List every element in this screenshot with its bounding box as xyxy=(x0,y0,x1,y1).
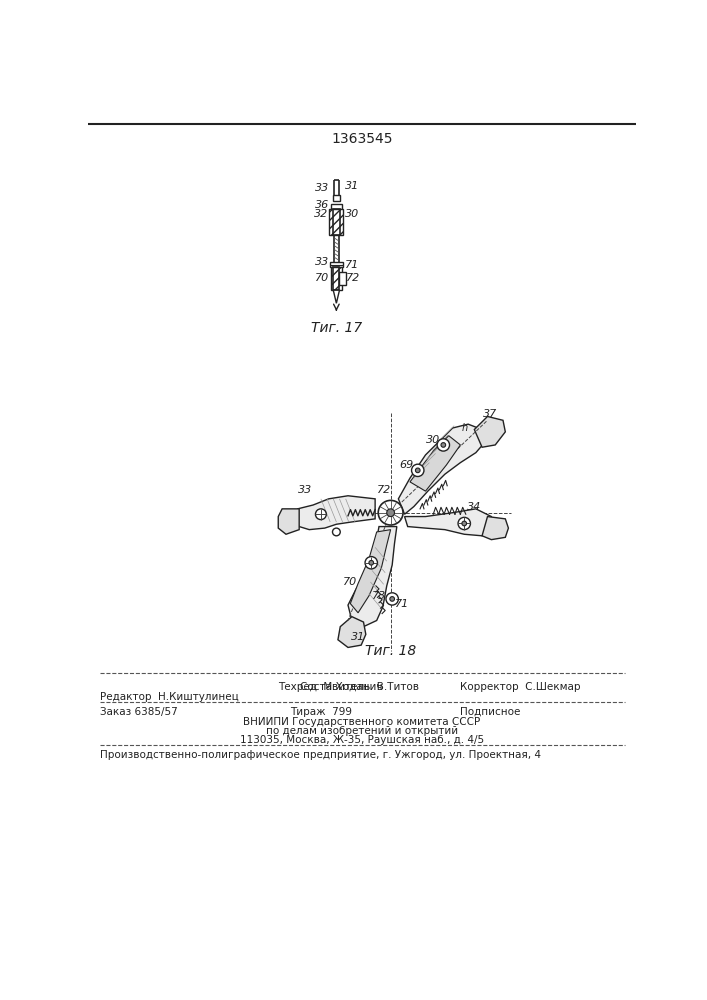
Polygon shape xyxy=(293,496,375,530)
Text: Тираж  799: Тираж 799 xyxy=(290,707,352,717)
Text: 33: 33 xyxy=(298,485,312,495)
Circle shape xyxy=(315,509,327,520)
Text: 31: 31 xyxy=(351,632,366,642)
Circle shape xyxy=(386,593,398,605)
Text: 36: 36 xyxy=(315,200,329,210)
Text: 33: 33 xyxy=(315,257,329,267)
Circle shape xyxy=(462,521,467,526)
Text: Подписное: Подписное xyxy=(460,707,521,717)
Circle shape xyxy=(378,500,403,525)
Bar xyxy=(332,209,340,235)
Circle shape xyxy=(416,468,420,473)
Text: 71: 71 xyxy=(345,260,359,270)
Text: 30: 30 xyxy=(345,209,359,219)
Circle shape xyxy=(411,464,424,477)
Text: 33: 33 xyxy=(315,183,329,193)
Bar xyxy=(333,267,339,290)
Text: ВНИИПИ Государственного комитета СССР: ВНИИПИ Государственного комитета СССР xyxy=(243,717,481,727)
Circle shape xyxy=(390,597,395,601)
Text: 1363545: 1363545 xyxy=(331,132,392,146)
Text: 30: 30 xyxy=(426,435,440,445)
Text: 32: 32 xyxy=(314,209,328,219)
Polygon shape xyxy=(410,436,460,491)
Bar xyxy=(331,204,341,209)
Polygon shape xyxy=(482,517,508,540)
Text: Τиг. 17: Τиг. 17 xyxy=(311,321,362,335)
Bar xyxy=(331,267,341,290)
Circle shape xyxy=(437,439,450,451)
Text: Заказ 6385/57: Заказ 6385/57 xyxy=(100,707,177,717)
Bar xyxy=(330,262,343,267)
Text: 73: 73 xyxy=(372,591,386,601)
Text: 37: 37 xyxy=(483,409,497,419)
Text: Τиг. 18: Τиг. 18 xyxy=(365,644,416,658)
Polygon shape xyxy=(404,509,491,536)
Text: 72: 72 xyxy=(346,273,361,283)
Polygon shape xyxy=(474,416,506,447)
Circle shape xyxy=(332,528,340,536)
Text: 72: 72 xyxy=(378,485,392,495)
Polygon shape xyxy=(338,617,366,647)
Polygon shape xyxy=(348,527,397,627)
Polygon shape xyxy=(351,530,391,613)
Text: 31: 31 xyxy=(345,181,359,191)
Polygon shape xyxy=(333,290,339,303)
Text: 34: 34 xyxy=(467,502,481,512)
Circle shape xyxy=(365,557,378,569)
Text: 70: 70 xyxy=(315,273,329,283)
Text: по делам изобретений и открытий: по делам изобретений и открытий xyxy=(266,726,458,736)
Text: Корректор  С.Шекмар: Корректор С.Шекмар xyxy=(460,682,581,692)
Text: Составитель  В.Титов: Составитель В.Титов xyxy=(300,682,419,692)
Bar xyxy=(329,209,344,235)
Text: Техред  М.Ходанич: Техред М.Ходанич xyxy=(279,682,382,692)
Circle shape xyxy=(369,560,373,565)
Text: 28: 28 xyxy=(388,511,401,521)
Circle shape xyxy=(387,509,395,517)
Polygon shape xyxy=(398,424,485,514)
Bar xyxy=(339,272,346,285)
Polygon shape xyxy=(279,509,299,534)
Text: Производственно-полиграфическое предприятие, г. Ужгород, ул. Проектная, 4: Производственно-полиграфическое предприя… xyxy=(100,750,541,760)
Text: 113035, Москва, Ж-35, Раушская наб., д. 4/5: 113035, Москва, Ж-35, Раушская наб., д. … xyxy=(240,735,484,745)
Circle shape xyxy=(458,517,470,530)
Text: Редактор  Н.Киштулинец: Редактор Н.Киштулинец xyxy=(100,692,239,702)
Text: 70: 70 xyxy=(343,577,358,587)
Text: h: h xyxy=(461,423,467,433)
Circle shape xyxy=(441,443,445,447)
Text: 71: 71 xyxy=(395,599,409,609)
Bar xyxy=(332,195,340,201)
Text: 69: 69 xyxy=(399,460,414,470)
